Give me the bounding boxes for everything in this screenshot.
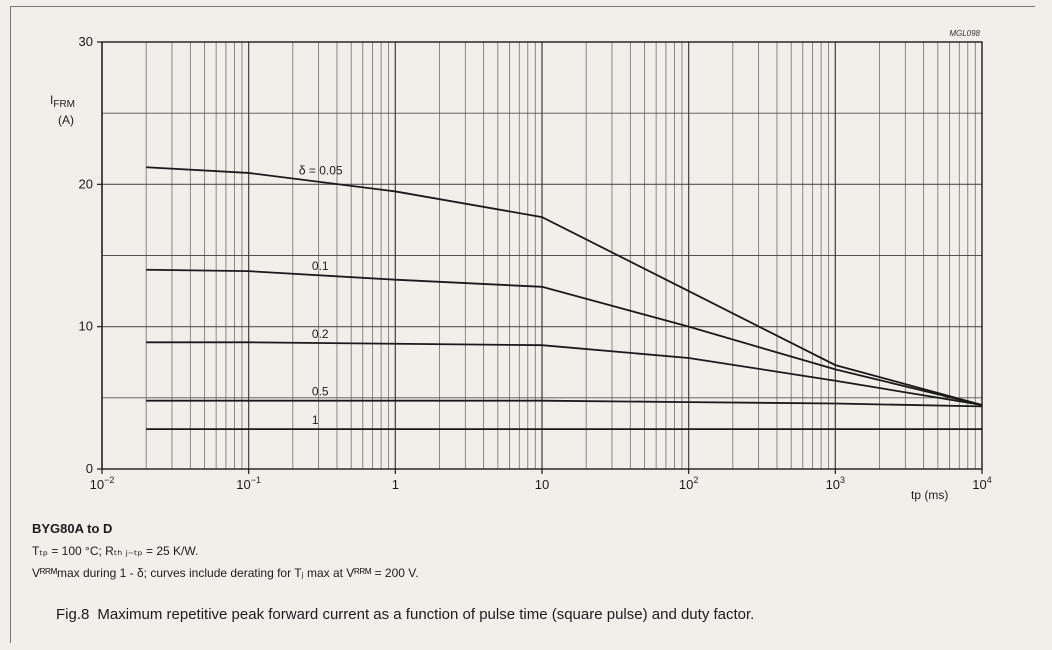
- x-tick-label: 10: [535, 477, 549, 492]
- x-tick-label: 1: [392, 477, 399, 492]
- y-axis-label: IFRM: [50, 93, 75, 110]
- x-tick-label: 102: [679, 475, 698, 492]
- series-label-4: 1: [312, 413, 319, 427]
- series-line-0: [146, 166, 983, 406]
- x-axis-label: tp (ms): [911, 488, 948, 502]
- figure-frame: [10, 6, 1035, 643]
- figure-code: MGL098: [949, 29, 980, 38]
- chart-svg: 0 10 20 30 10−2 10−1 1 10 102 103 104 IFRM (A) tp (ms…: [50, 29, 992, 502]
- series-label-1: 0.1: [312, 259, 329, 273]
- series-line-3: [146, 399, 983, 408]
- figure-caption: Fig.8 Maximum repetitive peak forward cur…: [56, 606, 754, 623]
- x-tick-label: 10−1: [236, 475, 261, 492]
- series-line-1: [146, 268, 983, 406]
- conditions-block: BYG80A to D Tₜₚ = 100 °C; Rₜₕ ⱼ₋ₜₚ = 25 …: [32, 518, 419, 584]
- chart-axes: [97, 41, 983, 474]
- x-tick-label: 104: [972, 475, 991, 492]
- x-tick-label: 10−2: [90, 475, 115, 492]
- chart-series: [146, 166, 983, 431]
- condition-line-1: Tₜₚ = 100 °C; Rₜₕ ⱼ₋ₜₚ = 25 K/W.: [32, 544, 199, 558]
- y-tick-label: 0: [86, 461, 93, 476]
- x-tick-label: 103: [826, 475, 845, 492]
- series-label-2: 0.2: [312, 327, 329, 341]
- condition-line-2: Vᴿᴿᴹmax during 1 - δ; curves include der…: [32, 566, 419, 580]
- chart-grid: [101, 42, 982, 469]
- figure-caption-text: Maximum repetitive peak forward current …: [97, 606, 755, 623]
- chart-labels: 0 10 20 30 10−2 10−1 1 10 102 103 104 IFRM (A) tp (ms…: [50, 34, 992, 502]
- series-label-3: 0.5: [312, 385, 329, 399]
- figure-number: Fig.8: [56, 606, 90, 623]
- series-label-0: δ = 0.05: [299, 163, 343, 177]
- series-line-2: [146, 341, 983, 406]
- y-tick-label: 30: [79, 34, 93, 49]
- y-tick-label: 10: [79, 319, 93, 334]
- y-tick-label: 20: [79, 176, 93, 191]
- device-title: BYG80A to D: [32, 521, 113, 536]
- y-axis-unit: (A): [58, 113, 74, 127]
